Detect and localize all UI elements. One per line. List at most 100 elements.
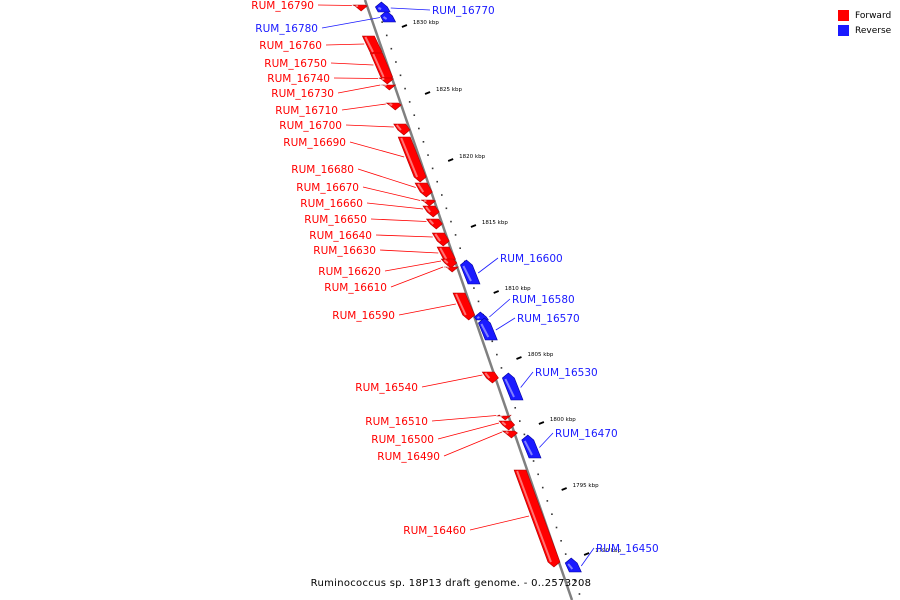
gene-shine bbox=[484, 372, 491, 379]
gene-shine bbox=[501, 421, 507, 426]
gene-label: RUM_16790 bbox=[251, 0, 314, 12]
gene-shine bbox=[455, 293, 467, 316]
gene-label: RUM_16680 bbox=[291, 164, 354, 176]
gene-leader bbox=[495, 317, 516, 331]
minor-tick bbox=[574, 579, 576, 582]
minor-tick bbox=[523, 433, 526, 436]
gene-shine bbox=[382, 16, 388, 20]
gene-leader bbox=[520, 371, 534, 388]
gene-shine bbox=[378, 7, 382, 10]
gene-leader bbox=[390, 266, 444, 288]
minor-tick bbox=[440, 194, 443, 196]
gene-glyph bbox=[478, 317, 498, 341]
gene-label: RUM_16740 bbox=[267, 73, 330, 85]
gene-label: RUM_16540 bbox=[355, 382, 418, 394]
gene-leader bbox=[341, 103, 386, 111]
tick-label: 1825 kbp bbox=[436, 87, 462, 93]
gene-shine bbox=[443, 259, 449, 264]
major-tick bbox=[538, 421, 545, 425]
gene-shine bbox=[505, 431, 509, 434]
gene-shine bbox=[383, 84, 387, 87]
gene-label: RUM_16650 bbox=[304, 214, 367, 226]
gene-leader bbox=[477, 257, 499, 274]
gene-label: RUM_16590 bbox=[332, 310, 395, 322]
gene-shine bbox=[523, 440, 533, 456]
gene-shine bbox=[425, 206, 431, 213]
minor-tick bbox=[555, 526, 558, 529]
gene-glyph bbox=[473, 311, 489, 321]
caption-text: Ruminococcus sp. 18P13 draft genome. - 0… bbox=[310, 578, 592, 589]
gene-leader bbox=[421, 374, 483, 388]
gene-leader bbox=[337, 84, 381, 94]
gene-glyph bbox=[502, 372, 524, 401]
tick-label: 1795 kbp bbox=[573, 483, 599, 489]
gene-label: RUM_16700 bbox=[279, 120, 342, 132]
tick-label: 1830 kbp bbox=[413, 20, 439, 26]
gene-shine bbox=[446, 266, 450, 269]
gene-shine bbox=[504, 378, 515, 398]
major-tick bbox=[470, 224, 477, 228]
gene-label: RUM_16570 bbox=[517, 313, 580, 325]
gene-leader bbox=[325, 43, 365, 46]
gene-glyph bbox=[431, 232, 450, 247]
gene-glyph bbox=[420, 199, 436, 207]
gene-label: RUM_16760 bbox=[259, 40, 322, 52]
minor-tick bbox=[381, 21, 383, 23]
tick-label: 1790 kbp bbox=[595, 548, 621, 554]
major-tick bbox=[424, 91, 431, 95]
minor-tick bbox=[390, 47, 393, 50]
minor-tick bbox=[454, 234, 457, 236]
gene-label: RUM_16460 bbox=[403, 525, 466, 537]
minor-tick bbox=[532, 460, 535, 462]
gene-glyph bbox=[501, 430, 518, 439]
gene-glyph bbox=[393, 123, 411, 136]
gene-glyph bbox=[440, 258, 458, 269]
tick-label: 1805 kbp bbox=[527, 352, 553, 358]
minor-tick bbox=[450, 220, 452, 223]
gene-label: RUM_16490 bbox=[377, 451, 440, 463]
minor-tick bbox=[541, 486, 544, 489]
gene-glyph bbox=[481, 371, 499, 384]
minor-tick bbox=[514, 407, 517, 409]
gene-shine bbox=[439, 247, 448, 260]
gene-label: RUM_16770 bbox=[432, 5, 495, 17]
gene-shine bbox=[417, 183, 425, 193]
gene-label: RUM_16510 bbox=[365, 416, 428, 428]
gene-leader bbox=[489, 298, 511, 318]
minor-tick bbox=[427, 154, 429, 156]
gene-leader bbox=[390, 7, 431, 11]
minor-tick bbox=[422, 141, 425, 143]
gene-label: RUM_16470 bbox=[555, 428, 618, 440]
gene-leader bbox=[437, 422, 500, 440]
gene-label: RUM_16620 bbox=[318, 266, 381, 278]
gene-label: RUM_16710 bbox=[275, 105, 338, 117]
gene-glyph bbox=[444, 266, 459, 273]
minor-tick bbox=[473, 287, 475, 289]
forward-swatch bbox=[838, 10, 849, 21]
gene-glyph bbox=[460, 259, 481, 285]
gene-glyph bbox=[498, 420, 516, 431]
minor-tick bbox=[496, 353, 498, 356]
gene-shine bbox=[389, 103, 393, 106]
gene-glyph bbox=[380, 10, 397, 23]
genes-layer bbox=[317, 1, 595, 573]
major-tick bbox=[447, 158, 454, 162]
minor-tick bbox=[537, 473, 539, 476]
tick-label: 1800 kbp bbox=[550, 417, 576, 423]
minor-tick bbox=[459, 247, 461, 249]
gene-label: RUM_16450 bbox=[596, 543, 659, 555]
minor-tick bbox=[385, 34, 388, 37]
gene-glyph bbox=[378, 77, 394, 85]
gene-shine bbox=[516, 470, 552, 563]
minor-tick bbox=[395, 61, 397, 63]
labels-layer: RUM_16790 RUM_16780 RUM_16770 RUM_16760 RUM_… bbox=[251, 0, 658, 555]
caption: Ruminococcus sp. 18P13 draft genome. - 0… bbox=[0, 578, 900, 589]
gene-leader bbox=[349, 141, 405, 158]
gene-glyph bbox=[352, 4, 368, 12]
gene-label: RUM_16580 bbox=[512, 294, 575, 306]
gene-glyph bbox=[425, 218, 443, 230]
minor-tick bbox=[500, 367, 503, 369]
gene-leader bbox=[317, 4, 352, 6]
gene-shine bbox=[434, 233, 442, 242]
gene-leader bbox=[366, 202, 424, 210]
